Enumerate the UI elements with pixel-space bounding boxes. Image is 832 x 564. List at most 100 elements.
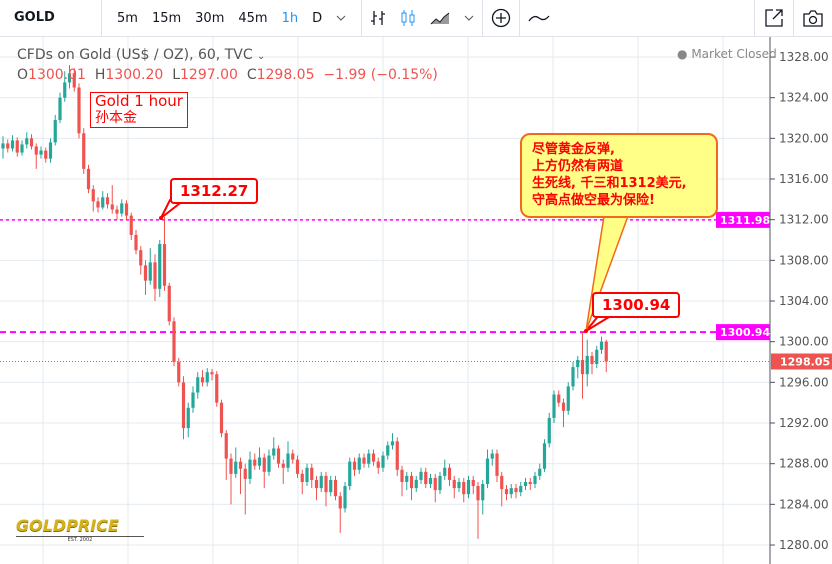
candle-body <box>504 489 509 495</box>
open-value: 1300.01 <box>28 67 86 83</box>
interval-30m[interactable]: 30m <box>195 10 225 26</box>
candle-body <box>405 475 409 482</box>
candle <box>580 332 585 399</box>
level-label-box <box>716 324 770 341</box>
candle-body <box>172 321 176 363</box>
candle <box>191 386 195 413</box>
candle-body <box>424 471 428 485</box>
chevron-down-icon[interactable] <box>329 15 353 21</box>
candle <box>82 128 86 174</box>
candle-body <box>243 468 247 479</box>
top-toolbar: GOLD 5m 15m 30m 45m 1h D <box>0 0 832 37</box>
candle <box>357 453 361 474</box>
candle <box>281 459 285 485</box>
candle-body <box>367 453 371 464</box>
candle <box>590 351 594 375</box>
candle-body <box>272 448 276 456</box>
candle <box>371 449 376 466</box>
indicator-plus-icon[interactable] <box>491 8 511 28</box>
candle <box>348 457 352 491</box>
series-title[interactable]: CFDs on Gold (US$ / OZ), 60, TVC ⌄ <box>17 46 438 66</box>
candle-body <box>291 453 295 460</box>
candle <box>433 473 437 503</box>
candle-body <box>457 481 461 489</box>
candle <box>200 370 205 387</box>
candle <box>509 484 513 499</box>
candle-body <box>186 407 190 429</box>
goldprice-logo: GOLDPRICE EST. 2002 <box>16 516 150 543</box>
compare-line-icon[interactable] <box>528 13 550 23</box>
candle-body <box>276 448 281 464</box>
interval-1h[interactable]: 1h <box>281 10 299 26</box>
tick-label: 1316.00 <box>779 172 829 186</box>
candle-body <box>1 143 5 149</box>
candle <box>400 465 404 497</box>
candle-body <box>120 203 124 214</box>
candle <box>10 135 15 152</box>
candle-body <box>238 461 243 469</box>
area-chart-icon[interactable] <box>430 11 450 25</box>
interval-5m[interactable]: 5m <box>117 10 138 26</box>
camera-icon[interactable] <box>793 0 832 36</box>
candle-body <box>105 197 110 205</box>
candle-body <box>552 394 556 418</box>
bar-chart-icon[interactable] <box>370 9 386 27</box>
candle <box>566 382 570 415</box>
candle-body <box>500 475 504 490</box>
candle-body <box>34 146 38 155</box>
candle <box>134 229 138 255</box>
candle-body <box>48 142 53 159</box>
indicators-group <box>483 0 521 36</box>
candle <box>44 147 48 163</box>
candle-body <box>86 168 91 190</box>
fullscreen-icon[interactable] <box>754 0 793 36</box>
ohlc-values: O1300.01 H1300.20 L1297.00 C1298.05 −1.9… <box>17 66 438 85</box>
interval-45m[interactable]: 45m <box>238 10 268 26</box>
candle <box>557 390 561 407</box>
tick-label: 1288.00 <box>779 457 829 471</box>
candles-icon[interactable] <box>400 9 416 27</box>
comment-line: 上方仍然有两道 <box>532 159 624 174</box>
candle <box>542 439 547 472</box>
candle-body <box>167 285 171 322</box>
candle-body <box>371 453 376 462</box>
interval-15m[interactable]: 15m <box>151 10 182 26</box>
candle <box>196 372 200 399</box>
candle-body <box>519 486 523 493</box>
price-axis[interactable] <box>771 37 832 564</box>
candle <box>481 479 485 515</box>
chevron-down-icon[interactable] <box>464 15 474 21</box>
series-title-text: CFDs on Gold (US$ / OZ), 60, TVC <box>17 47 253 63</box>
candle <box>205 368 209 387</box>
candle <box>452 475 456 499</box>
comment-line: 尽管黄金反弹, <box>532 142 615 157</box>
symbol-search[interactable]: GOLD <box>0 0 102 36</box>
candle <box>29 134 34 150</box>
candle <box>20 140 24 156</box>
candle-body <box>324 475 328 493</box>
candle <box>105 193 110 209</box>
candle <box>324 471 328 507</box>
candle-body <box>319 475 323 489</box>
candle-body <box>215 374 219 403</box>
callout-1300: 1300.94 <box>592 292 681 318</box>
candle <box>238 457 243 495</box>
chevron-down-icon[interactable]: ⌄ <box>257 51 266 62</box>
candle-body <box>390 441 395 446</box>
candle <box>457 477 461 493</box>
candle <box>571 362 575 391</box>
candle <box>376 457 380 474</box>
candle-body <box>10 140 15 149</box>
candle <box>528 477 532 491</box>
candle <box>595 345 599 369</box>
candle-body <box>63 82 67 98</box>
candle-body <box>300 473 304 482</box>
interval-d[interactable]: D <box>312 10 323 26</box>
candle <box>476 481 480 539</box>
candle-body <box>561 402 566 411</box>
candle <box>538 463 542 480</box>
market-status-text: Market Closed <box>691 47 777 61</box>
candle <box>561 398 566 428</box>
candle <box>419 467 423 485</box>
candle-body <box>314 479 319 489</box>
